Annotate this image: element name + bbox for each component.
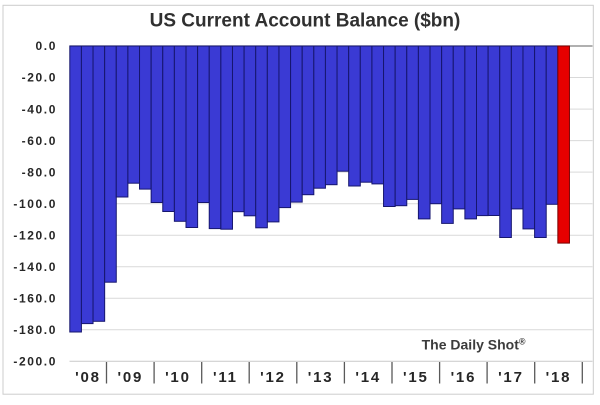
svg-text:-200.0: -200.0 — [13, 355, 57, 369]
svg-text:'11: '11 — [213, 369, 238, 386]
svg-text:'17: '17 — [498, 369, 524, 386]
svg-text:0.0: 0.0 — [36, 39, 57, 53]
svg-text:-40.0: -40.0 — [22, 102, 57, 116]
svg-text:'16: '16 — [451, 369, 477, 386]
svg-text:'14: '14 — [355, 369, 381, 386]
svg-text:'09: '09 — [117, 369, 143, 386]
svg-text:-60.0: -60.0 — [22, 134, 57, 148]
svg-text:US Current Account Balance ($b: US Current Account Balance ($bn) — [150, 11, 461, 32]
svg-text:'12: '12 — [260, 369, 286, 386]
svg-text:'13: '13 — [308, 369, 334, 386]
svg-text:'08: '08 — [75, 369, 101, 386]
svg-text:-120.0: -120.0 — [13, 228, 57, 242]
svg-text:-180.0: -180.0 — [13, 323, 57, 337]
svg-text:'10: '10 — [165, 369, 191, 386]
svg-text:-100.0: -100.0 — [13, 197, 57, 211]
svg-text:-80.0: -80.0 — [22, 165, 57, 179]
svg-text:'18: '18 — [546, 369, 572, 386]
svg-text:The Daily Shot®: The Daily Shot® — [422, 337, 526, 353]
svg-text:-20.0: -20.0 — [22, 71, 57, 85]
svg-text:-160.0: -160.0 — [13, 291, 57, 305]
svg-text:-140.0: -140.0 — [13, 260, 57, 274]
svg-text:'15: '15 — [403, 369, 429, 386]
